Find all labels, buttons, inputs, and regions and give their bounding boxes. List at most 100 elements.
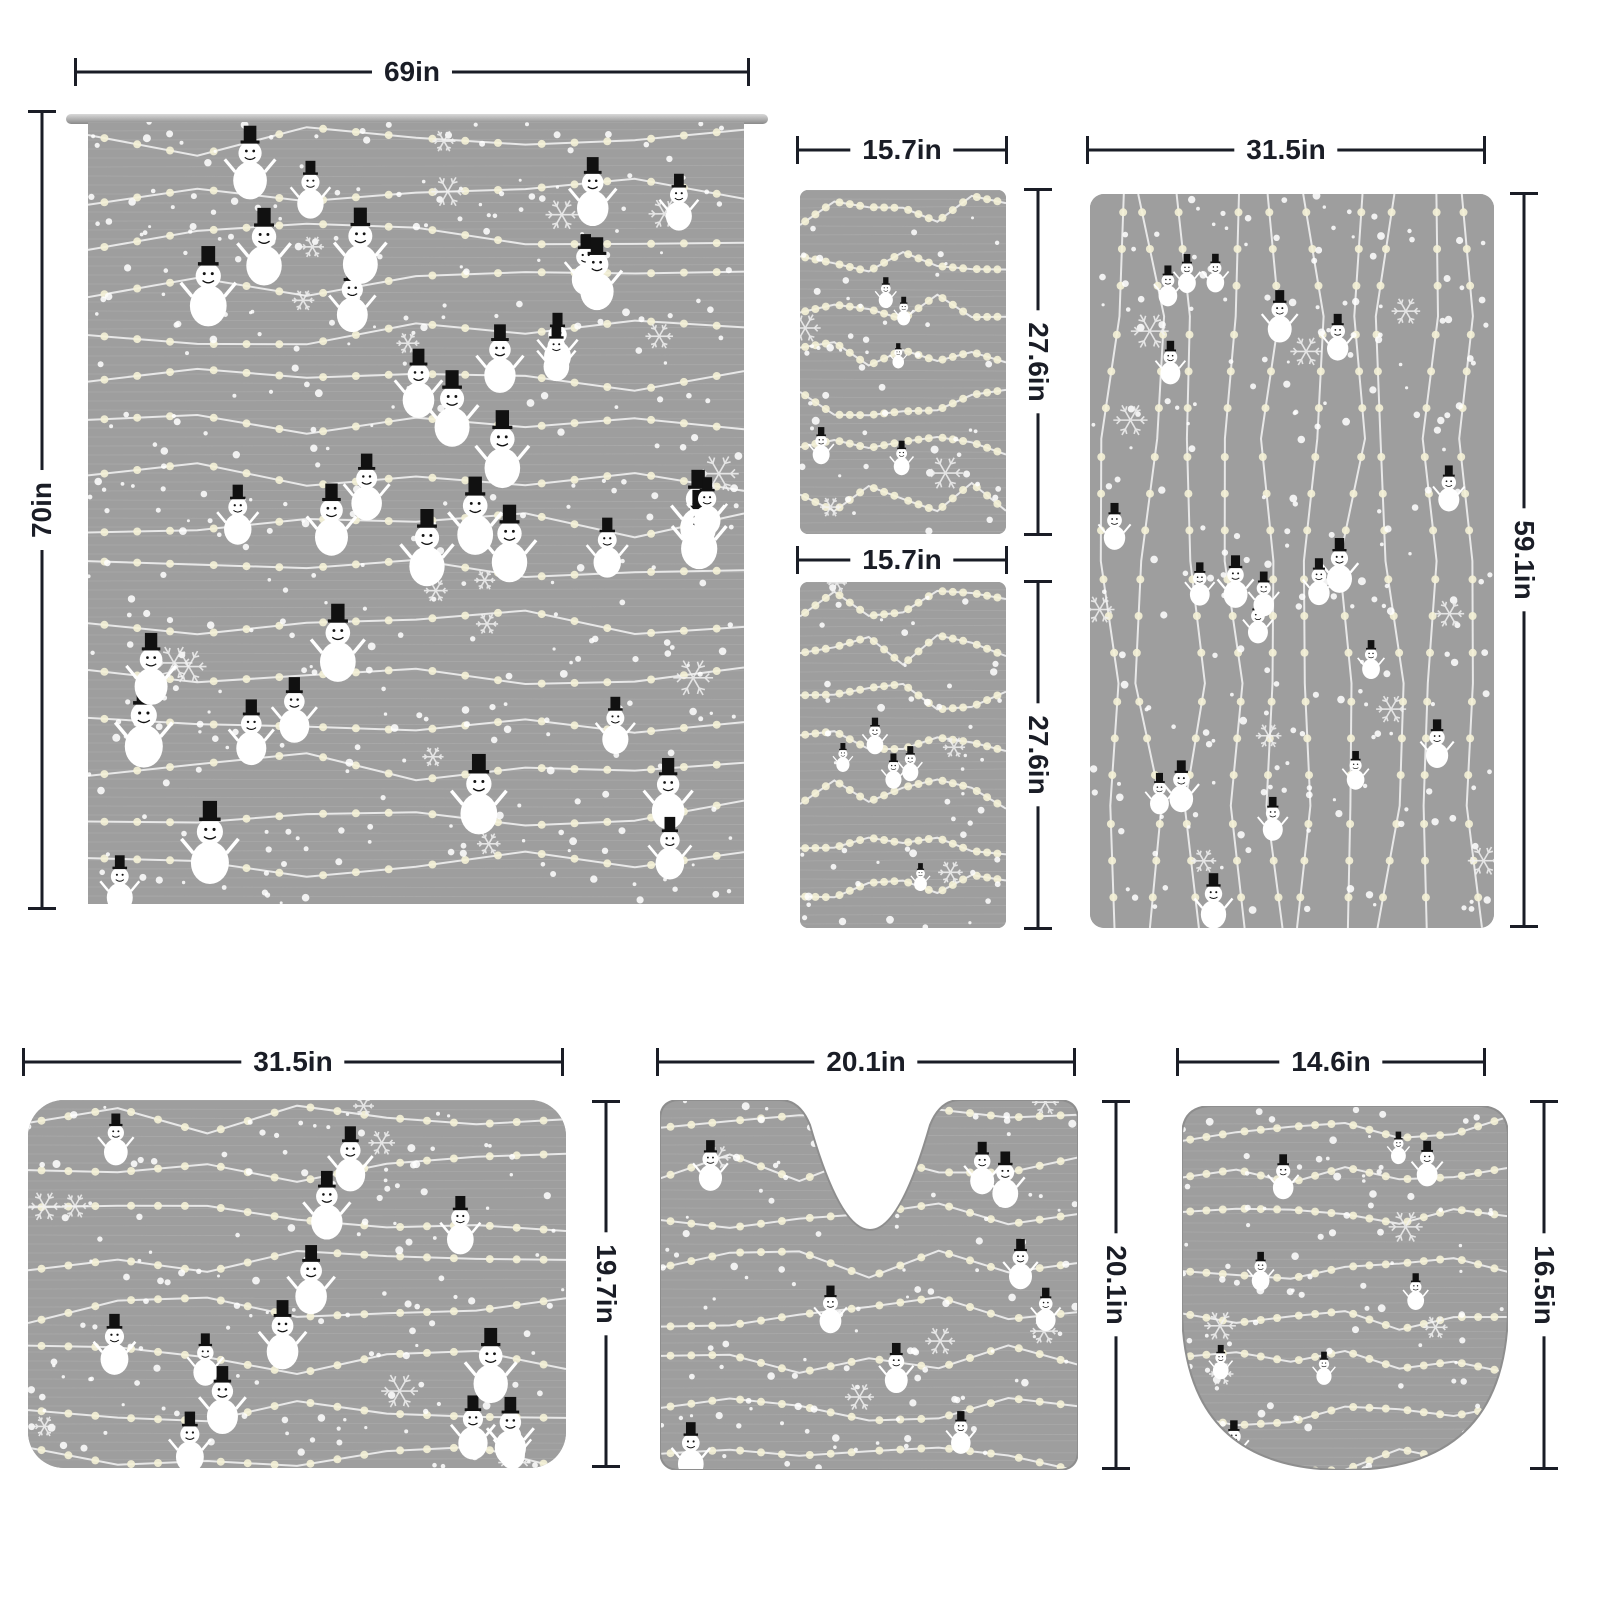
snowman-icon [878, 1342, 915, 1394]
bath-runner [1090, 194, 1494, 928]
snowman-icon [439, 1195, 482, 1255]
snowman-icon [449, 1395, 496, 1460]
towel1-height-dimension: 27.6in [1022, 188, 1054, 536]
snowman-icon [257, 1300, 308, 1370]
snowflake-icon [820, 497, 842, 517]
towel2-width-label: 15.7in [850, 544, 954, 576]
snowman-icon [286, 1245, 336, 1315]
snowman-icon [1097, 502, 1132, 550]
snowflake-icon [1255, 724, 1282, 748]
bathmat-width-dimension: 31.5in [22, 1046, 564, 1078]
snowflake-icon [353, 1100, 374, 1116]
snowman-icon [861, 717, 889, 755]
snowman-icon [807, 427, 835, 465]
snowman-icon [880, 753, 907, 789]
snowman-icon [893, 296, 914, 326]
snowman-icon [963, 1141, 1002, 1195]
snowman-icon [984, 1151, 1026, 1209]
snowman-icon [1320, 313, 1355, 361]
snowman-icon [1341, 751, 1370, 790]
curtain-rod [66, 114, 768, 124]
lid-width-dimension: 14.6in [1176, 1046, 1486, 1078]
snowman-icon [1216, 555, 1255, 608]
contour-height-label: 20.1in [1100, 1233, 1132, 1337]
snowman-icon [1357, 640, 1386, 680]
contour-width-label: 20.1in [814, 1046, 918, 1078]
snowman-icon [309, 603, 366, 682]
snowman-icon [236, 207, 292, 286]
snowflake-icon [942, 737, 966, 758]
snowman-icon [889, 440, 915, 476]
snowflake-icon [432, 130, 456, 152]
snowman-icon [910, 863, 931, 891]
snowman-icon [567, 157, 618, 227]
snowman-icon [475, 324, 525, 393]
snowman-icon [99, 855, 141, 904]
snowman-icon [570, 237, 624, 311]
snowman-icon [585, 517, 629, 578]
snowman-icon [399, 508, 455, 587]
snowflake-icon [300, 236, 324, 258]
snowflake-icon [368, 1130, 396, 1155]
snowman-icon [485, 1396, 535, 1466]
runner-width-dimension: 31.5in [1086, 134, 1486, 166]
snowman-icon [449, 753, 508, 835]
snowman-icon [692, 1140, 729, 1191]
snowflake-icon [474, 570, 496, 590]
snowflake-icon [800, 314, 821, 342]
curtain-width-label: 69in [371, 56, 453, 88]
fabric-pattern [800, 582, 1006, 928]
snowflake-icon [1388, 1211, 1423, 1242]
snowman-icon [1153, 265, 1183, 307]
snowflake-icon [925, 1327, 956, 1355]
snowman-icon [1410, 1140, 1444, 1187]
snowman-icon [1312, 1351, 1336, 1385]
snowflake-icon [545, 200, 579, 230]
snowman-icon [658, 173, 700, 231]
snowman-icon [1419, 719, 1455, 768]
snowman-icon [332, 207, 388, 284]
contour-rug [660, 1100, 1078, 1470]
towel1-height-label: 27.6in [1022, 310, 1054, 414]
snowflake-icon [1391, 298, 1421, 324]
snowman-icon [647, 816, 693, 880]
snowflake-icon [381, 1374, 419, 1408]
snowman-icon [223, 125, 277, 200]
fabric-pattern [1090, 194, 1494, 928]
snowflake-icon [475, 613, 499, 634]
snowman-icon [867, 1139, 903, 1189]
snowman-icon [463, 1327, 518, 1404]
snowman-icon [270, 677, 318, 743]
snowflake-icon [1130, 314, 1169, 348]
snowman-icon [167, 1411, 212, 1468]
fabric-pattern [28, 1100, 566, 1468]
snowman-icon [686, 477, 729, 536]
contour-width-dimension: 20.1in [656, 1046, 1076, 1078]
snowman-icon [481, 504, 538, 583]
snowman-icon [897, 746, 923, 782]
snowflake-icon [431, 176, 465, 207]
snowman-icon [97, 1113, 135, 1166]
snowflake-icon [61, 1194, 89, 1218]
snowflake-icon [1113, 404, 1148, 436]
snowman-icon [1386, 1131, 1411, 1165]
snowman-icon [1432, 465, 1466, 512]
snowman-icon [874, 277, 897, 309]
snowman-icon [92, 1313, 137, 1375]
snowman-icon [393, 348, 444, 418]
snowman-icon [186, 1333, 225, 1386]
bath-mat [28, 1100, 566, 1468]
snowman-icon [1162, 760, 1200, 813]
snowman-icon [305, 483, 358, 556]
towel2-height-label: 27.6in [1022, 703, 1054, 807]
towel2-width-dimension: 15.7in [796, 544, 1008, 576]
curtain-height-dimension: 70in [26, 110, 58, 910]
snowflake-icon [1467, 846, 1494, 875]
snowflake-icon [1423, 1316, 1448, 1339]
fabric-pattern [88, 122, 744, 904]
snowman-icon [326, 1126, 374, 1192]
snowman-icon [1267, 1154, 1300, 1200]
snowman-icon [1208, 1344, 1234, 1380]
runner-height-dimension: 59.1in [1508, 192, 1540, 928]
snowflake-icon [422, 747, 444, 767]
